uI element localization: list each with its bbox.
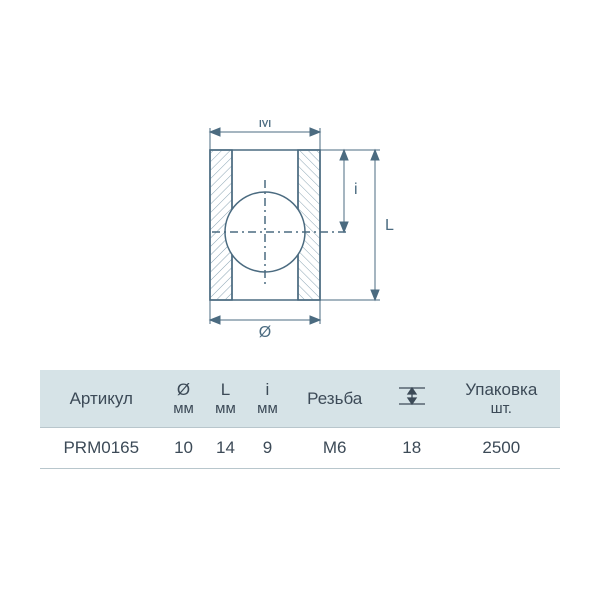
dim-M: M bbox=[210, 120, 320, 150]
label-M: M bbox=[258, 120, 271, 131]
cell-height: 18 bbox=[381, 428, 443, 469]
dim-D: Ø bbox=[210, 300, 320, 340]
dim-i: i bbox=[320, 150, 358, 232]
col-height-icon bbox=[381, 370, 443, 428]
table-row: PRM0165 10 14 9 M6 18 2500 bbox=[40, 428, 560, 469]
label-L: L bbox=[385, 217, 394, 234]
cell-article: PRM0165 bbox=[40, 428, 163, 469]
col-thread: Резьба bbox=[288, 370, 381, 428]
label-D: Ø bbox=[259, 324, 271, 340]
spec-table: Артикул Ø мм L мм i мм Резьба bbox=[40, 370, 560, 469]
cell-package: 2500 bbox=[443, 428, 560, 469]
table-header-row: Артикул Ø мм L мм i мм Резьба bbox=[40, 370, 560, 428]
col-L: L мм bbox=[205, 370, 247, 428]
label-i: i bbox=[354, 181, 358, 198]
cell-diameter: 10 bbox=[163, 428, 205, 469]
col-i: i мм bbox=[246, 370, 288, 428]
col-package: Упаковка шт. bbox=[443, 370, 560, 428]
dimension-icon bbox=[395, 385, 429, 407]
col-diameter: Ø мм bbox=[163, 370, 205, 428]
cell-i: 9 bbox=[246, 428, 288, 469]
cell-L: 14 bbox=[205, 428, 247, 469]
dim-L: L bbox=[320, 150, 394, 300]
technical-drawing: M Ø i L bbox=[150, 120, 450, 340]
cell-thread: M6 bbox=[288, 428, 381, 469]
col-article: Артикул bbox=[40, 370, 163, 428]
